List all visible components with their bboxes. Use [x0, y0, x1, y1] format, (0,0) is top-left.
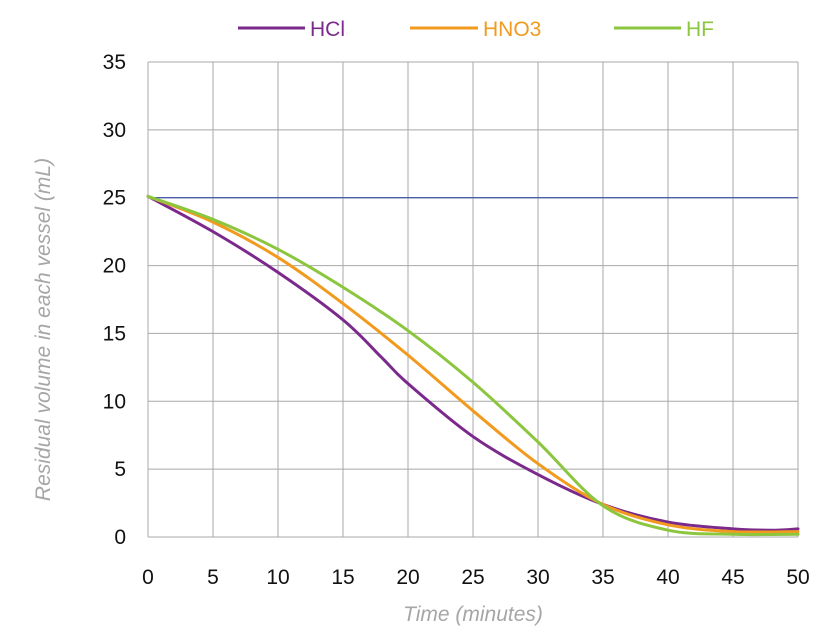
x-tick-label: 45	[721, 566, 744, 589]
y-tick-label: 5	[114, 458, 126, 481]
x-tick-label: 20	[396, 566, 419, 589]
legend: HCl HNO3 HF	[238, 18, 714, 41]
y-tick-label: 30	[103, 119, 126, 142]
y-tick-label: 0	[114, 526, 126, 549]
y-tick-label: 20	[103, 255, 126, 278]
x-tick-labels: 0 5 10 15 20 25 30 35 40 45 50	[142, 566, 810, 589]
y-axis-title: Residual volume in each vessel (mL)	[32, 158, 55, 501]
y-tick-label: 25	[103, 187, 126, 210]
legend-label-hcl: HCl	[310, 18, 345, 41]
x-tick-label: 10	[266, 566, 289, 589]
series-line-hno3	[146, 194, 800, 534]
legend-label-hno3: HNO3	[483, 18, 541, 41]
y-tick-labels: 0 5 10 15 20 25 30 35	[103, 51, 126, 549]
series-lines	[146, 194, 800, 537]
y-tick-label: 35	[103, 51, 126, 74]
x-tick-label: 40	[656, 566, 679, 589]
x-tick-label: 5	[207, 566, 219, 589]
series-line-hcl	[146, 194, 800, 532]
x-tick-label: 0	[142, 566, 154, 589]
y-tick-label: 15	[103, 322, 126, 345]
x-tick-label: 50	[786, 566, 809, 589]
grid	[147, 61, 799, 538]
x-tick-label: 35	[591, 566, 614, 589]
x-tick-label: 15	[331, 566, 354, 589]
x-tick-label: 30	[526, 566, 549, 589]
series-line-hf	[146, 194, 800, 537]
legend-label-hf: HF	[686, 18, 714, 41]
x-tick-label: 25	[461, 566, 484, 589]
x-axis-title: Time (minutes)	[403, 603, 543, 626]
y-tick-label: 10	[103, 390, 126, 413]
